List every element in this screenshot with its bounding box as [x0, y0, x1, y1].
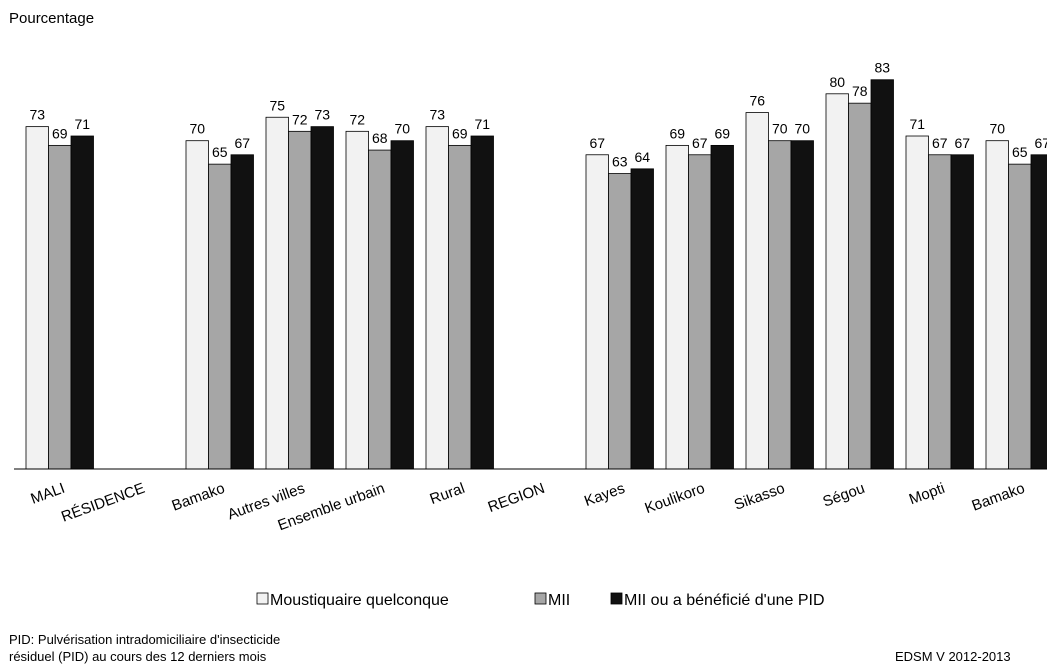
- data-label-ensemble-urbain-mii-ou-a-beneficie-d-une-pid: 70: [394, 121, 410, 137]
- data-label-sikasso-moustiquaire-quelconque: 76: [749, 93, 765, 109]
- x-tick-label-region: REGION: [486, 480, 547, 516]
- x-tick-label-koulikoro: Koulikoro: [643, 480, 708, 517]
- bar-autres-villes-mii-ou-a-beneficie-d-une-pid: [310, 126, 334, 470]
- legend-label-mii-ou-a-beneficie-d-une-pid: MII ou a bénéficié d'une PID: [624, 592, 825, 609]
- data-label-kayes-mii: 63: [612, 154, 628, 170]
- x-tick-label-mali: MALI: [28, 480, 67, 508]
- bar-mopti-mii: [928, 154, 952, 470]
- data-label-bamako-mii-ou-a-beneficie-d-une-pid: 67: [234, 135, 250, 151]
- bar-bamako-mii: [208, 163, 232, 470]
- bar-sikasso-moustiquaire-quelconque: [745, 112, 769, 470]
- bar-segou-mii-ou-a-beneficie-d-une-pid: [870, 79, 894, 470]
- y-axis-label: Pourcentage: [9, 10, 94, 27]
- footnote-line-2: résiduel (PID) au cours des 12 derniers …: [9, 649, 267, 664]
- x-tick-label-sikasso: Sikasso: [732, 480, 787, 514]
- data-label-mopti-mii-ou-a-beneficie-d-une-pid: 67: [954, 135, 970, 151]
- legend-swatch-mii-ou-a-beneficie-d-une-pid: [610, 592, 623, 605]
- data-label-koulikoro-moustiquaire-quelconque: 69: [669, 125, 685, 141]
- bar-koulikoro-moustiquaire-quelconque: [665, 144, 689, 470]
- data-label-rural-mii-ou-a-beneficie-d-une-pid: 71: [474, 116, 490, 132]
- legend-label-moustiquaire-quelconque: Moustiquaire quelconque: [270, 592, 449, 609]
- data-label-mali-moustiquaire-quelconque: 73: [29, 107, 45, 123]
- data-label-bamako-mii-ou-a-beneficie-d-une-pid: 67: [1034, 135, 1047, 151]
- x-tick-label-rural: Rural: [428, 480, 468, 508]
- footnote-line-1: PID: Pulvérisation intradomiciliaire d'i…: [9, 632, 281, 647]
- bar-segou-moustiquaire-quelconque: [825, 93, 849, 470]
- data-label-mali-mii: 69: [52, 125, 68, 141]
- bar-mali-mii-ou-a-beneficie-d-une-pid: [70, 135, 94, 470]
- data-label-mali-mii-ou-a-beneficie-d-une-pid: 71: [74, 116, 90, 132]
- bar-mopti-moustiquaire-quelconque: [905, 135, 929, 470]
- data-label-kayes-mii-ou-a-beneficie-d-une-pid: 64: [634, 149, 650, 165]
- legend: Moustiquaire quelconque MII MII ou a bénéf…: [256, 592, 825, 609]
- data-label-ensemble-urbain-mii: 68: [372, 130, 388, 146]
- bar-sikasso-mii-ou-a-beneficie-d-une-pid: [790, 140, 814, 470]
- bar-rural-mii: [448, 144, 472, 470]
- bar-bamako-mii-ou-a-beneficie-d-une-pid: [1030, 154, 1047, 470]
- data-label-segou-mii: 78: [852, 83, 868, 99]
- data-label-bamako-moustiquaire-quelconque: 70: [989, 121, 1005, 137]
- bar-bamako-moustiquaire-quelconque: [185, 140, 209, 470]
- bar-ensemble-urbain-moustiquaire-quelconque: [345, 130, 369, 470]
- legend-label-mii: MII: [548, 592, 570, 609]
- bar-rural-mii-ou-a-beneficie-d-une-pid: [470, 135, 494, 470]
- data-label-mopti-mii: 67: [932, 135, 948, 151]
- x-tick-label-bamako: Bamako: [170, 480, 228, 515]
- bar-rural-moustiquaire-quelconque: [425, 126, 449, 470]
- data-label-segou-mii-ou-a-beneficie-d-une-pid: 83: [874, 60, 890, 76]
- data-label-bamako-mii: 65: [1012, 144, 1028, 160]
- x-tick-label-kayes: Kayes: [582, 480, 627, 510]
- data-label-mopti-moustiquaire-quelconque: 71: [909, 116, 925, 132]
- data-label-sikasso-mii: 70: [772, 121, 788, 137]
- bar-mali-mii: [48, 144, 72, 470]
- bar-bamako-mii-ou-a-beneficie-d-une-pid: [230, 154, 254, 470]
- source-label: EDSM V 2012-2013: [895, 649, 1011, 664]
- data-label-koulikoro-mii-ou-a-beneficie-d-une-pid: 69: [714, 125, 730, 141]
- data-label-ensemble-urbain-moustiquaire-quelconque: 72: [349, 111, 365, 127]
- bar-ensemble-urbain-mii: [368, 149, 392, 470]
- data-label-bamako-mii: 65: [212, 144, 228, 160]
- x-tick-label-residence: RÉSIDENCE: [59, 480, 147, 526]
- bar-kayes-mii: [608, 173, 632, 470]
- data-label-rural-moustiquaire-quelconque: 73: [429, 107, 445, 123]
- bar-koulikoro-mii-ou-a-beneficie-d-une-pid: [710, 144, 734, 470]
- bar-koulikoro-mii: [688, 154, 712, 470]
- data-label-kayes-moustiquaire-quelconque: 67: [589, 135, 605, 151]
- bar-autres-villes-moustiquaire-quelconque: [265, 116, 289, 470]
- data-label-bamako-moustiquaire-quelconque: 70: [189, 121, 205, 137]
- legend-swatch-mii: [534, 592, 547, 605]
- bar-autres-villes-mii: [288, 130, 312, 470]
- bar-kayes-moustiquaire-quelconque: [585, 154, 609, 470]
- bar-mopti-mii-ou-a-beneficie-d-une-pid: [950, 154, 974, 470]
- data-label-sikasso-mii-ou-a-beneficie-d-une-pid: 70: [794, 121, 810, 137]
- bar-bamako-moustiquaire-quelconque: [985, 140, 1009, 470]
- data-label-autres-villes-mii-ou-a-beneficie-d-une-pid: 73: [314, 107, 330, 123]
- x-tick-label-bamako: Bamako: [970, 480, 1028, 515]
- x-tick-label-mopti: Mopti: [907, 480, 947, 509]
- x-tick-label-segou: Ségou: [821, 480, 868, 511]
- bar-mali-moustiquaire-quelconque: [25, 126, 49, 470]
- data-label-koulikoro-mii: 67: [692, 135, 708, 151]
- bar-segou-mii: [848, 102, 872, 470]
- bar-kayes-mii-ou-a-beneficie-d-une-pid: [630, 168, 654, 470]
- bar-sikasso-mii: [768, 140, 792, 470]
- legend-swatch-moustiquaire-quelconque: [256, 592, 269, 605]
- footnote: PID: Pulvérisation intradomiciliaire d'i…: [9, 631, 280, 665]
- data-label-segou-moustiquaire-quelconque: 80: [829, 74, 845, 90]
- data-label-autres-villes-moustiquaire-quelconque: 75: [269, 97, 285, 113]
- bar-ensemble-urbain-mii-ou-a-beneficie-d-une-pid: [390, 140, 414, 470]
- data-label-autres-villes-mii: 72: [292, 111, 308, 127]
- bar-bamako-mii: [1008, 163, 1032, 470]
- data-label-rural-mii: 69: [452, 125, 468, 141]
